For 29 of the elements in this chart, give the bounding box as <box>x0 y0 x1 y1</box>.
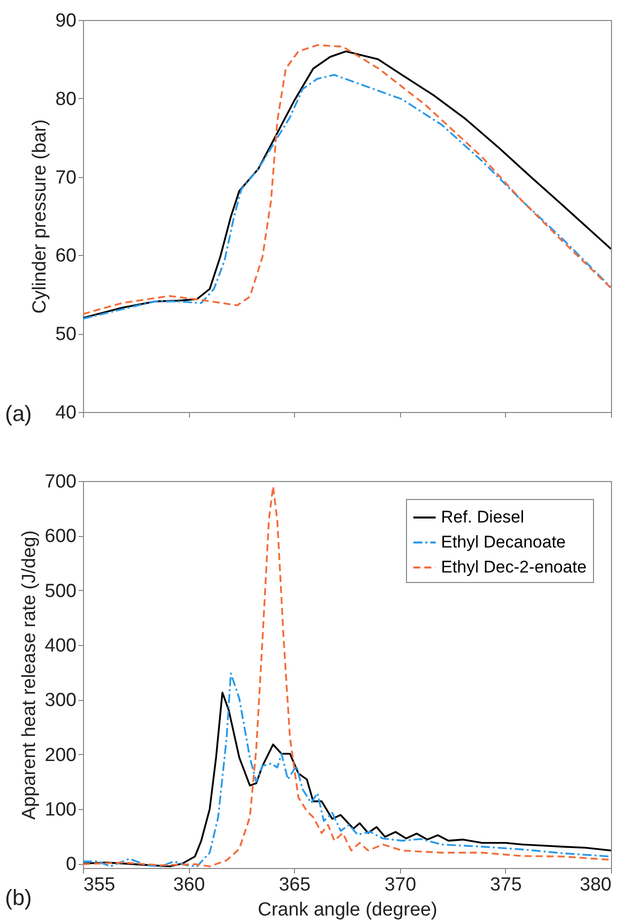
x-tick-label: 365 <box>278 874 311 896</box>
y-tick-label: 90 <box>55 10 76 32</box>
y-tick-label: 200 <box>44 744 76 766</box>
y-tick-label: 600 <box>44 526 76 548</box>
line-series <box>83 486 611 868</box>
legend-label: Ethyl Decanoate <box>441 532 566 552</box>
y-tick-label: 40 <box>55 402 76 424</box>
y-tick-label: 700 <box>44 472 76 492</box>
y-tick-label: 50 <box>55 324 76 346</box>
y-tick-label: 300 <box>44 690 76 712</box>
y-tick-label: 400 <box>44 635 76 656</box>
legend-label: Ref. Diesel <box>441 508 524 526</box>
text: (a) <box>5 401 32 426</box>
y-axis-title: Apparent heat release rate (J/deg) <box>18 530 40 820</box>
y-axis-title: Cylinder pressure (bar) <box>29 119 50 314</box>
x-tick-label: 355 <box>84 874 116 896</box>
y-tick-label: 0 <box>66 854 76 876</box>
text: (b) <box>5 885 32 910</box>
x-tick-label: 375 <box>490 874 522 896</box>
legend-label: Ethyl Dec-2-enoate <box>441 558 587 576</box>
y-tick-label: 70 <box>55 167 76 188</box>
x-tick-label: 370 <box>384 874 416 896</box>
y-tick-label: 80 <box>55 88 76 110</box>
y-tick-label: 60 <box>55 246 76 267</box>
x-tick-label: 380 <box>580 874 612 896</box>
y-tick-label: 100 <box>44 799 76 820</box>
y-tick-label: 500 <box>44 580 76 602</box>
x-axis-title: Crank angle (degree) <box>258 900 438 920</box>
x-tick-label: 360 <box>173 874 205 896</box>
